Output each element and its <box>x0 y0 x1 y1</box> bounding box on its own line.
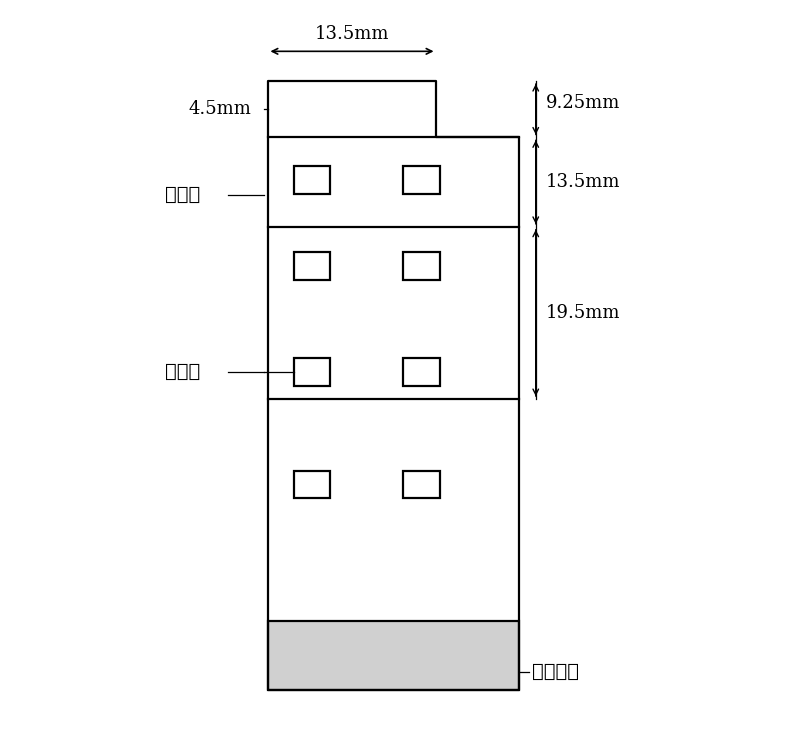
Bar <box>403 252 440 280</box>
Text: 标签区域: 标签区域 <box>533 663 579 681</box>
Text: 19.5mm: 19.5mm <box>546 304 620 322</box>
Bar <box>403 358 440 386</box>
Bar <box>294 358 330 386</box>
Text: 点阵区: 点阵区 <box>165 363 200 381</box>
Text: 点样区: 点样区 <box>165 186 200 204</box>
Bar <box>403 166 440 194</box>
Text: 13.5mm: 13.5mm <box>546 173 620 191</box>
Text: 9.25mm: 9.25mm <box>546 94 620 112</box>
Bar <box>294 166 330 194</box>
Text: 13.5mm: 13.5mm <box>314 25 390 43</box>
Bar <box>294 471 330 498</box>
Bar <box>294 252 330 280</box>
Text: 4.5mm: 4.5mm <box>188 101 251 118</box>
Bar <box>267 621 519 691</box>
Bar <box>403 471 440 498</box>
